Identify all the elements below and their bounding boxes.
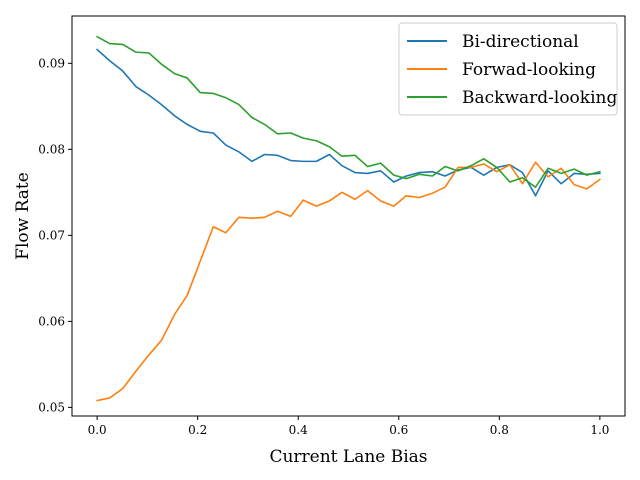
y-tick-label: 0.06 bbox=[38, 314, 65, 328]
legend-label: Backward-looking bbox=[462, 88, 617, 108]
y-tick-label: 0.09 bbox=[38, 56, 65, 70]
legend-label: Forwad-looking bbox=[462, 60, 596, 80]
y-tick-label: 0.07 bbox=[38, 228, 65, 242]
x-axis-ticks: 0.0 0.2 0.4 0.6 0.8 1.0 bbox=[88, 416, 609, 437]
x-tick-label: 0.2 bbox=[188, 423, 207, 437]
legend-label: Bi-directional bbox=[462, 32, 579, 52]
series-line-2 bbox=[96, 161, 601, 402]
x-axis-label: Current Lane Bias bbox=[269, 447, 427, 467]
x-tick-label: 0.6 bbox=[389, 423, 408, 437]
legend: Bi-directional Forwad-looking Backward-loo… bbox=[398, 22, 618, 116]
x-tick-label: 0.4 bbox=[289, 423, 308, 437]
legend-box bbox=[398, 22, 618, 116]
x-tick-label: 0.8 bbox=[490, 423, 509, 437]
series-line-1 bbox=[96, 48, 601, 197]
x-tick-label: 1.0 bbox=[590, 423, 609, 437]
x-tick-label: 0.0 bbox=[88, 423, 107, 437]
y-axis-ticks: 0.05 0.06 0.07 0.08 0.09 bbox=[38, 56, 72, 414]
y-tick-label: 0.08 bbox=[38, 142, 65, 156]
series-line-3 bbox=[96, 35, 601, 188]
y-axis-label: Flow Rate bbox=[13, 172, 33, 260]
plot-frame bbox=[71, 15, 626, 417]
y-tick-label: 0.05 bbox=[38, 400, 65, 414]
series-layer bbox=[96, 35, 601, 402]
